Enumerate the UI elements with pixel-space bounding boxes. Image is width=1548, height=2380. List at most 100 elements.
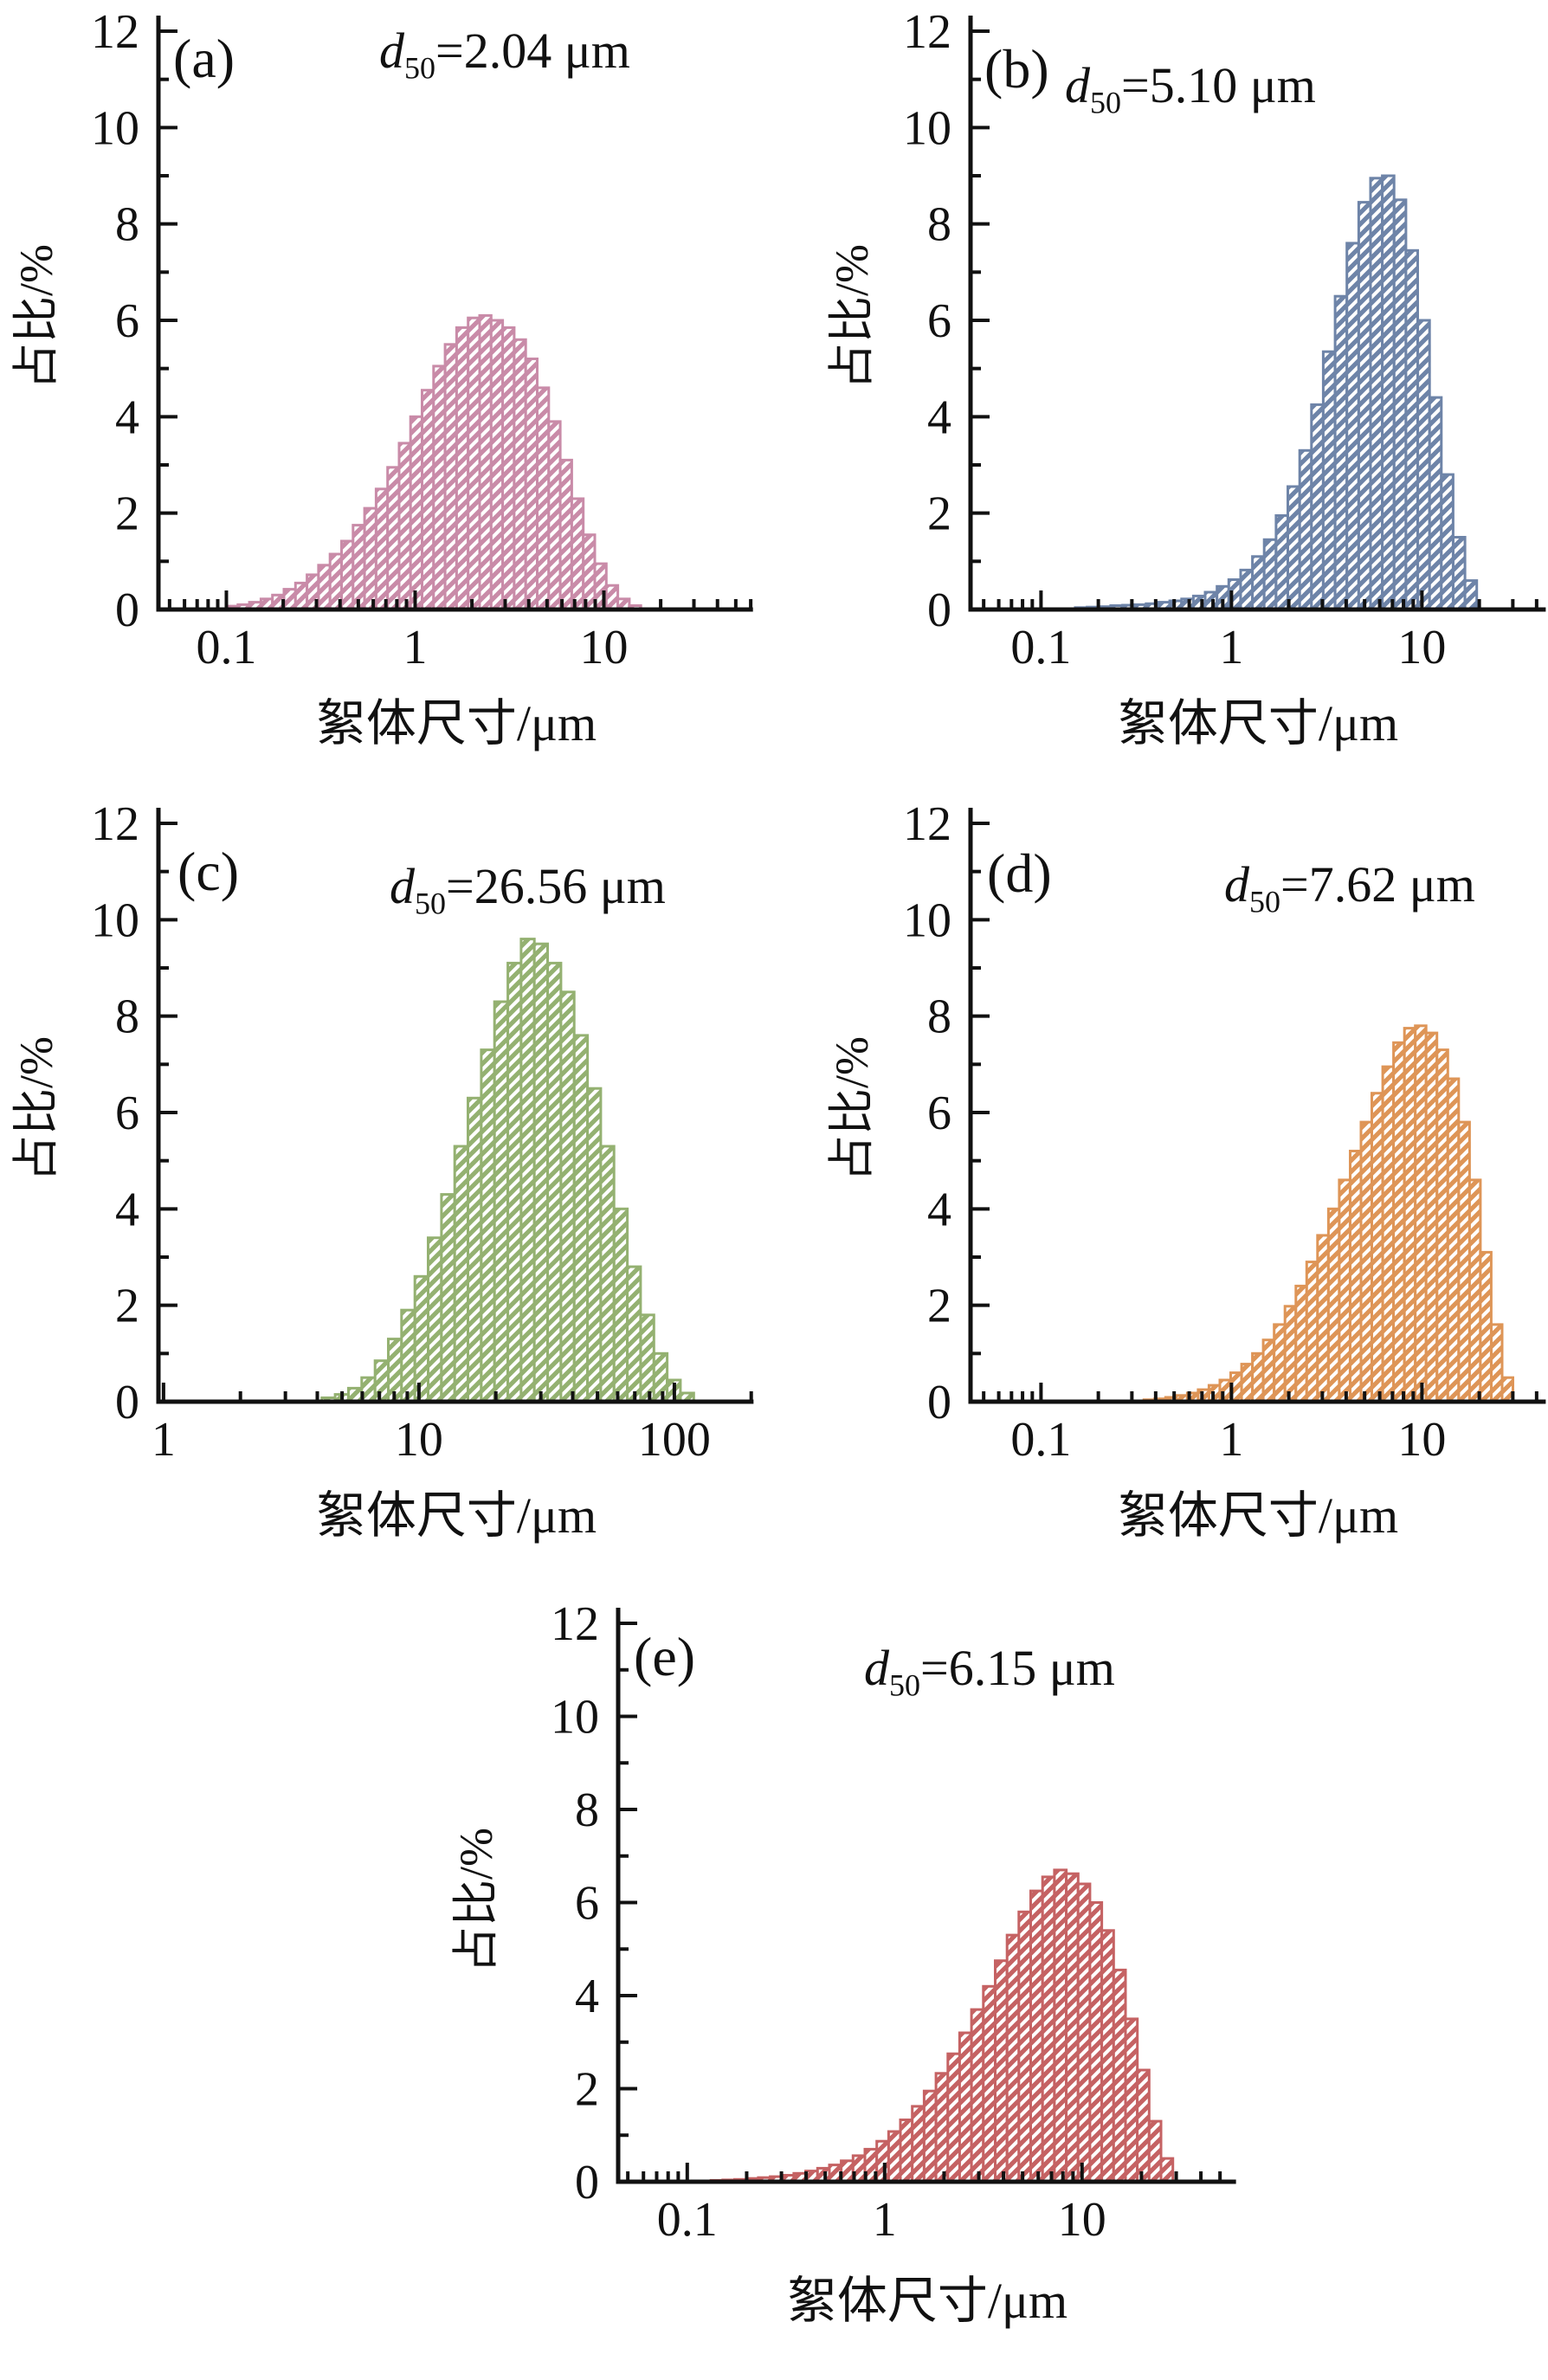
panel-b: 0 2 4 6 8 10 12 0.1 1 10 (b) d50=5.10 μm 占比/% 絮体尺…	[774, 0, 1548, 792]
y-tick-label: 4	[115, 1183, 139, 1236]
histogram-bar	[1321, 350, 1337, 611]
y-tick-label: 12	[903, 797, 951, 851]
x-tick-label: 10	[1397, 621, 1446, 674]
histogram-bar	[934, 2072, 950, 2183]
histogram-bar	[599, 1145, 616, 1403]
histogram-bar	[547, 420, 562, 611]
d50-annotation: d50=2.04 μm	[379, 23, 630, 86]
y-tick-label: 8	[927, 990, 951, 1044]
histogram-bar	[1124, 2017, 1139, 2183]
x-axis-label: 絮体尺寸/μm	[786, 2273, 1068, 2329]
histogram-bar	[1287, 485, 1301, 611]
y-tick-label: 10	[903, 893, 951, 947]
histogram-bar	[524, 358, 539, 611]
histogram-bar	[1017, 1910, 1032, 2183]
x-tick-label: 1	[403, 621, 427, 674]
y-tick-label: 6	[927, 1087, 951, 1140]
histogram-bar	[604, 584, 620, 611]
histogram-bar	[386, 466, 401, 611]
histogram-bar	[1381, 1065, 1396, 1403]
y-tick-label: 8	[927, 198, 951, 252]
histogram-bar	[899, 2119, 914, 2183]
histogram-plot-a: 0 2 4 6 8 10 12 0.1 1 10	[91, 5, 753, 674]
histogram-plot-b: 0 2 4 6 8 10 12 0.1 1 10	[903, 5, 1546, 674]
histogram-bar	[1310, 403, 1325, 611]
histogram-bar	[1100, 1929, 1115, 2183]
histogram-bar	[373, 1359, 390, 1403]
histogram-bar	[887, 2130, 902, 2183]
histogram-bar	[970, 2008, 985, 2183]
histogram-bar	[946, 2052, 961, 2183]
histogram-bar	[958, 2031, 973, 2183]
y-tick-label: 8	[115, 990, 139, 1044]
histogram-bar	[1457, 1120, 1471, 1403]
y-tick-label: 2	[927, 487, 951, 541]
histogram-plot-e: 0 2 4 6 8 10 12 0.1 1 10	[551, 1597, 1236, 2247]
histogram-bar	[1088, 1901, 1104, 2183]
y-tick-label: 0	[115, 1376, 139, 1429]
histogram-bar	[1053, 1868, 1068, 2183]
ticks	[158, 822, 753, 1403]
histogram-bar	[501, 326, 516, 611]
histogram-plot-c: 0 2 4 6 8 10 12 1 10 100	[91, 797, 754, 1467]
histogram-bar	[1424, 1031, 1439, 1403]
y-tick-label: 12	[551, 1597, 599, 1651]
histogram-bars	[709, 1868, 1175, 2183]
histogram-bar	[546, 961, 563, 1403]
y-axis-label: 占比/%	[826, 244, 878, 390]
histogram-bar	[413, 1274, 430, 1403]
y-axis-label: 占比/%	[10, 244, 62, 390]
tick-labels: 0 2 4 6 8 10 12 0.1 1 10	[91, 5, 628, 674]
histogram-bar	[1203, 590, 1219, 611]
histogram-bar	[1404, 248, 1420, 611]
histogram-bar	[1251, 555, 1266, 611]
y-tick-label: 2	[575, 2063, 599, 2117]
x-axis-label: 絮体尺寸/μm	[315, 1487, 597, 1544]
panel-c: 0 2 4 6 8 10 12 1 10 100 (c) d50=26.56 μm 占比/% 絮体…	[0, 792, 774, 1584]
y-tick-label: 10	[91, 893, 139, 947]
histogram-bar	[397, 442, 412, 611]
histogram-bar	[840, 2159, 855, 2183]
histogram-bar	[911, 2105, 926, 2183]
histogram-bar	[506, 961, 523, 1403]
tick-labels: 0 2 4 6 8 10 12 1 10 100	[91, 797, 711, 1467]
histogram-plot-d: 0 2 4 6 8 10 12 0.1 1 10	[903, 797, 1546, 1467]
histogram-bar	[340, 539, 355, 611]
histogram-bar	[1440, 473, 1454, 611]
tick-labels: 0 2 4 6 8 10 12 0.1 1 10	[551, 1597, 1106, 2247]
histogram-bar	[453, 1145, 470, 1403]
histogram-bar	[1239, 568, 1255, 611]
histogram-bar	[513, 338, 527, 611]
y-tick-label: 4	[115, 390, 139, 444]
histogram-bar	[582, 533, 597, 611]
histogram-bar	[1349, 1150, 1363, 1403]
histogram-bar	[1251, 1351, 1265, 1403]
histogram-bar	[875, 2139, 890, 2183]
histogram-bar	[421, 389, 435, 611]
histogram-bar	[1147, 2119, 1163, 2183]
histogram-bar	[1428, 396, 1443, 611]
y-tick-label: 6	[115, 294, 139, 348]
histogram-bar	[586, 1087, 603, 1403]
histogram-bar	[1273, 1323, 1287, 1403]
histogram-bar	[570, 497, 585, 611]
histogram-bar	[1392, 198, 1408, 611]
histogram-bar	[293, 581, 309, 611]
histogram-bar	[427, 1236, 443, 1403]
histogram-bar	[922, 2089, 938, 2183]
y-tick-label: 6	[115, 1087, 139, 1140]
histogram-bar	[443, 343, 458, 611]
panel-a: 0 2 4 6 8 10 12 0.1 1 10 (a) d50=2.04 μm 占比/% 絮体尺…	[0, 0, 774, 792]
y-tick-label: 0	[927, 1376, 951, 1429]
y-tick-label: 0	[927, 584, 951, 637]
y-axis-label: 占比/%	[450, 1828, 502, 1973]
y-tick-label: 6	[575, 1877, 599, 1931]
panel-e: 0 2 4 6 8 10 12 0.1 1 10 (e) d50=6.15 μm 占比/% 絮体尺…	[286, 1584, 1238, 2380]
histogram-bar	[1416, 319, 1431, 611]
histogram-bar	[1446, 1077, 1461, 1403]
x-tick-label: 1	[1219, 1413, 1243, 1467]
histogram-bar	[1452, 536, 1467, 611]
y-tick-label: 12	[91, 797, 139, 851]
histogram-bar	[1371, 1092, 1384, 1403]
histogram-bars	[1142, 1024, 1514, 1403]
